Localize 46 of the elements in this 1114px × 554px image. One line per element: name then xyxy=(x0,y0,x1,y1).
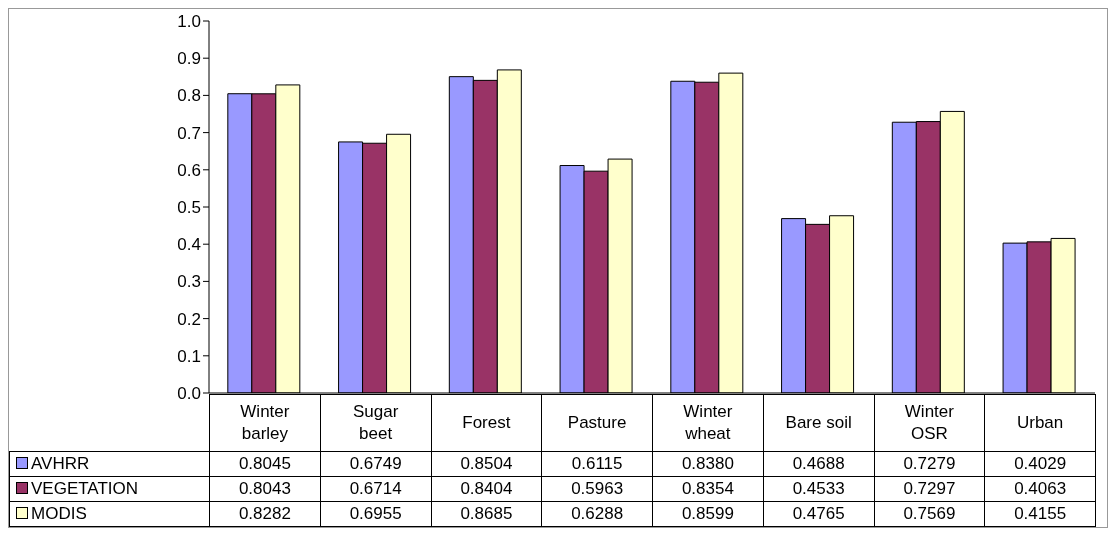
data-label: 0.6714 xyxy=(320,476,431,502)
x-tick-label: Winter wheat xyxy=(682,401,734,445)
y-tick-label: 0.2 xyxy=(177,309,201,329)
data-label: 0.8043 xyxy=(209,476,321,502)
x-tick-label: Sugar beet xyxy=(351,401,400,445)
data-label: 0.6955 xyxy=(320,501,431,527)
data-label: 0.4533 xyxy=(763,476,874,502)
data-label: 0.8404 xyxy=(431,476,542,502)
y-tick-label: 0.4 xyxy=(177,235,201,255)
legend-label: AVHRR xyxy=(9,451,210,477)
x-tick-label: Pasture xyxy=(566,412,628,434)
data-label: 0.8380 xyxy=(652,451,764,477)
y-tick-label: 1.0 xyxy=(177,12,201,32)
data-label: 0.8354 xyxy=(652,476,764,502)
y-tick-label: 0.8 xyxy=(177,86,201,106)
x-tick-label: Bare soil xyxy=(784,412,853,434)
data-label: 0.7569 xyxy=(874,501,985,527)
data-label: 0.4063 xyxy=(984,476,1096,502)
data-label: 0.8504 xyxy=(431,451,542,477)
data-label: 0.6749 xyxy=(320,451,431,477)
data-label: 0.8685 xyxy=(431,501,542,527)
y-tick-label: 0.9 xyxy=(177,49,201,69)
y-tick-label: 0.3 xyxy=(177,272,201,292)
legend-label: VEGETATION xyxy=(9,476,210,502)
y-tick-label: 0.1 xyxy=(177,346,201,366)
y-tick-label: 0.0 xyxy=(177,384,201,404)
x-tick-label: Winter barley xyxy=(239,401,291,445)
data-label: 0.7297 xyxy=(874,476,985,502)
data-label: 0.4029 xyxy=(984,451,1096,477)
data-label: 0.7279 xyxy=(874,451,985,477)
data-label: 0.4688 xyxy=(763,451,874,477)
y-tick-label: 0.5 xyxy=(177,198,201,218)
x-tick-label: Winter OSR xyxy=(903,401,955,445)
data-label: 0.5963 xyxy=(541,476,653,502)
data-label: 0.8045 xyxy=(209,451,321,477)
data-label: 0.8599 xyxy=(652,501,764,527)
data-label: 0.8282 xyxy=(209,501,321,527)
y-tick-label: 0.7 xyxy=(177,123,201,143)
data-label: 0.6288 xyxy=(541,501,653,527)
data-label: 0.4155 xyxy=(984,501,1096,527)
x-tick-label: Urban xyxy=(1015,412,1065,434)
data-label: 0.6115 xyxy=(541,451,653,477)
y-tick-label: 0.6 xyxy=(177,160,201,180)
x-tick-label: Forest xyxy=(461,412,512,434)
legend-label: MODIS xyxy=(9,501,210,527)
data-label: 0.4765 xyxy=(763,501,874,527)
